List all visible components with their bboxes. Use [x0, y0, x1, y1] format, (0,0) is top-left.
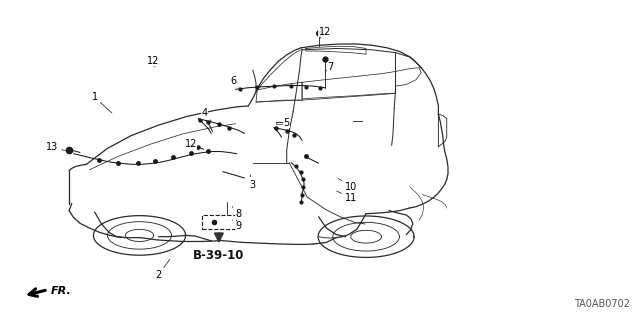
Text: 7: 7	[325, 62, 333, 72]
Text: 6: 6	[230, 76, 240, 89]
Text: 5: 5	[284, 118, 290, 131]
Text: 2: 2	[156, 259, 170, 280]
Text: FR.: FR.	[51, 286, 72, 296]
Text: 13: 13	[46, 142, 67, 152]
Text: B-39-10: B-39-10	[193, 249, 244, 263]
Text: 9: 9	[232, 220, 241, 232]
Text: 12: 12	[319, 27, 332, 38]
FancyBboxPatch shape	[202, 215, 236, 229]
Text: 4: 4	[202, 108, 211, 121]
Text: 12: 12	[184, 138, 198, 150]
Text: 12: 12	[147, 56, 160, 67]
Text: 1: 1	[92, 92, 112, 113]
Text: 8: 8	[232, 206, 241, 219]
Text: TA0AB0702: TA0AB0702	[575, 299, 630, 309]
Text: 11: 11	[337, 191, 357, 203]
Text: 3: 3	[250, 175, 256, 190]
Text: 10: 10	[339, 179, 357, 192]
